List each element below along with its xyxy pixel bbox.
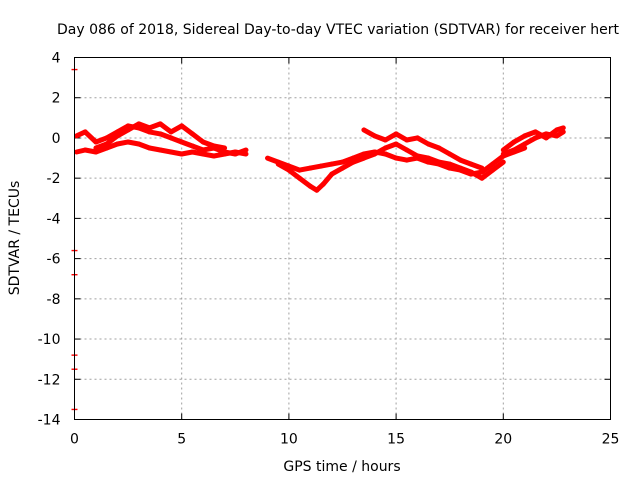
- y-tick-label: -14: [38, 413, 61, 429]
- y-tick-label: -4: [47, 211, 61, 227]
- series-track-e: [275, 141, 506, 193]
- x-tick-label: 5: [177, 432, 186, 448]
- x-tick-label: 20: [494, 432, 512, 448]
- y-axis-title: SDTVAR / TECUs: [7, 181, 23, 296]
- data-series: [74, 121, 566, 193]
- x-axis-title: GPS time / hours: [283, 459, 400, 475]
- y-tick-label: 2: [52, 91, 61, 107]
- data-point: [554, 125, 566, 133]
- data-point: [554, 129, 566, 139]
- data-point: [490, 159, 506, 173]
- series-track-b: [74, 123, 249, 157]
- x-tick-label: 10: [280, 432, 298, 448]
- x-tick-label: 25: [602, 432, 620, 448]
- y-tick-label: -12: [38, 372, 61, 388]
- y-tick-label: 0: [52, 131, 61, 147]
- y-tick-label: -10: [38, 332, 61, 348]
- x-axis: 0 5 10 15 20 25: [70, 57, 620, 448]
- series-track-a: [74, 139, 249, 159]
- y-tick-label: 4: [52, 51, 61, 67]
- x-tick-label: 15: [387, 432, 405, 448]
- y-tick-label: -8: [47, 292, 61, 308]
- data-point: [232, 147, 249, 157]
- plot-frame: [74, 57, 611, 420]
- data-point: [468, 161, 485, 171]
- series-track-c: [93, 121, 228, 151]
- x-tick-label: 0: [70, 432, 79, 448]
- data-point: [211, 143, 228, 151]
- y-axis: 4 2 0 -2 -4 -6 -8 -10 -12 -14: [38, 51, 611, 429]
- y-tick-label: -6: [47, 252, 61, 268]
- y-tick-label: -2: [47, 171, 61, 187]
- series-track-d: [265, 145, 528, 177]
- series-track-h: [500, 125, 566, 153]
- series-track-f: [361, 127, 485, 171]
- chart-title: Day 086 of 2018, Sidereal Day-to-day VTE…: [57, 22, 619, 38]
